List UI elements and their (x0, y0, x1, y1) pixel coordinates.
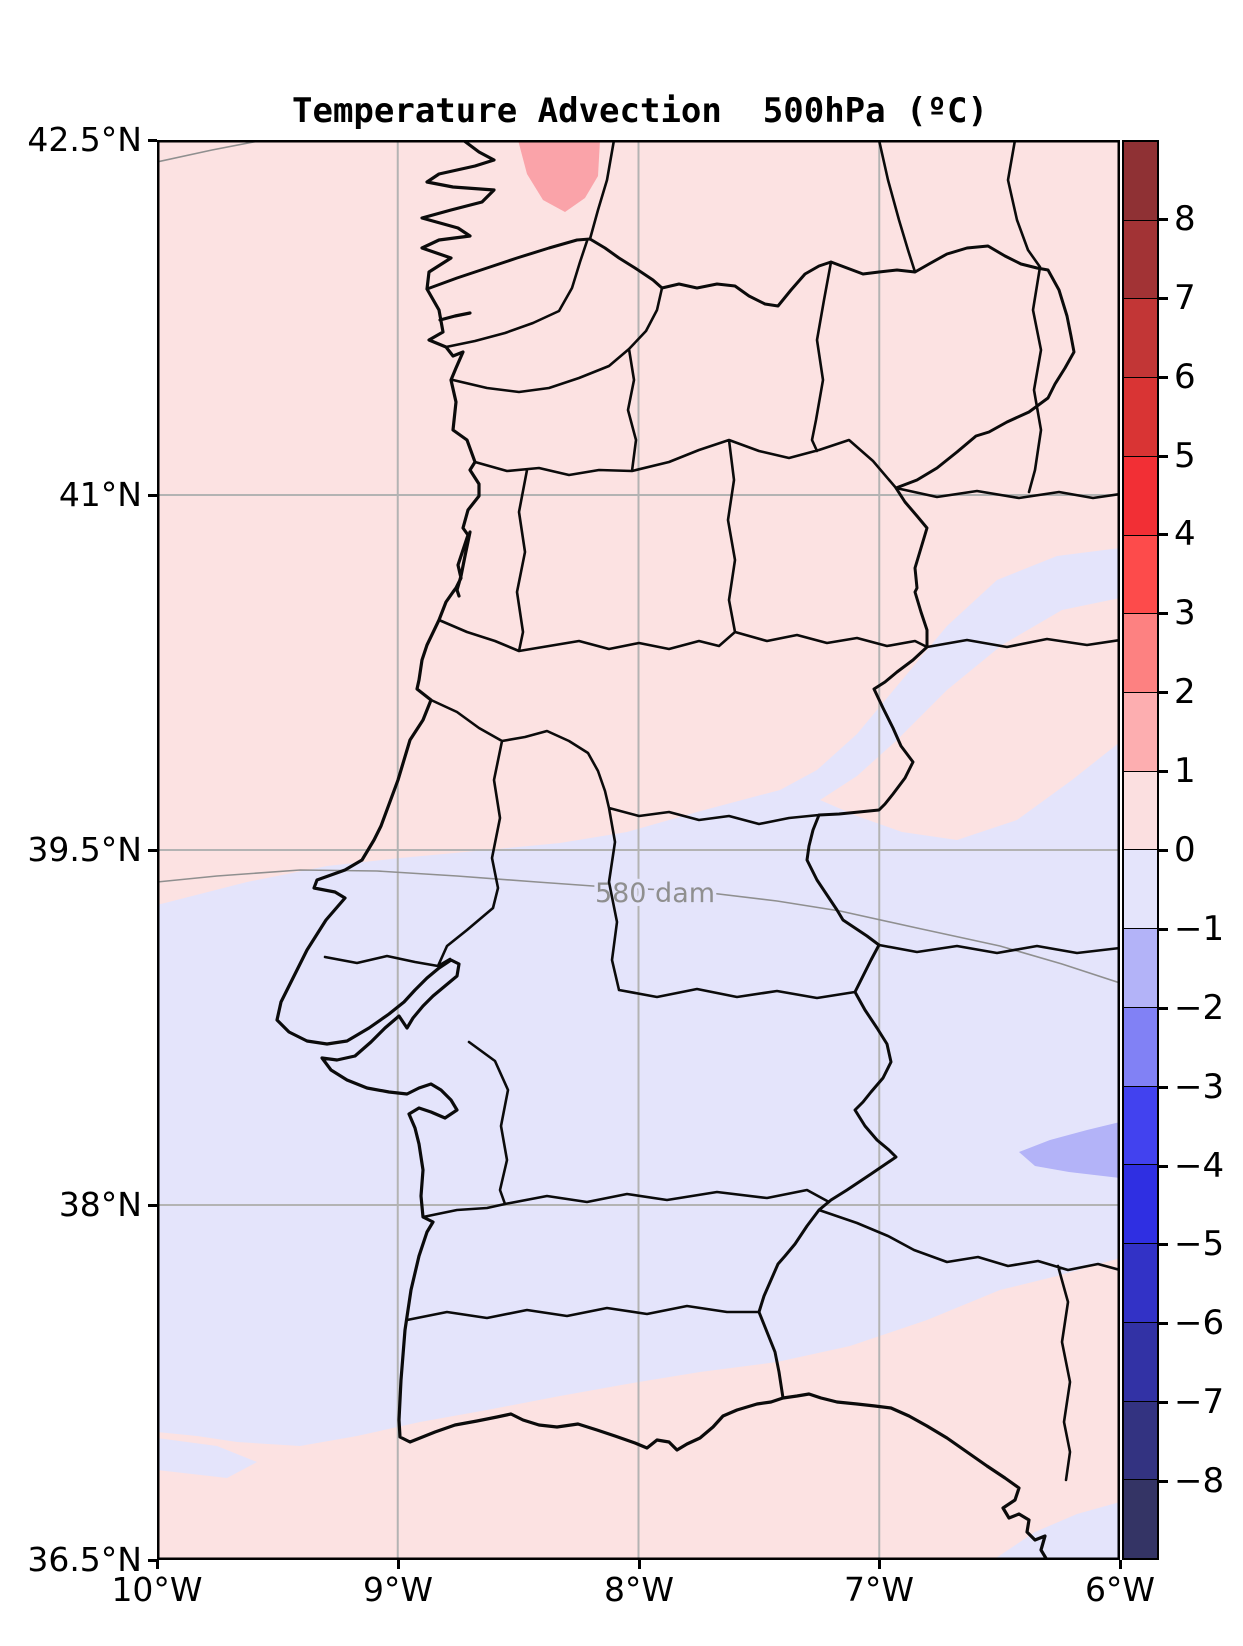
contour-580dam-label: 580 dam (595, 878, 715, 909)
colorbar-tick (1159, 1322, 1168, 1325)
colorbar-segment (1124, 219, 1157, 299)
colorbar-segment (1124, 1085, 1157, 1165)
colorbar-tick-label: 6 (1174, 357, 1196, 397)
colorbar-tick-label: 4 (1174, 514, 1196, 554)
colorbar-segment (1124, 377, 1157, 456)
y-axis-label: 39.5°N (27, 830, 142, 869)
y-axis-label: 42.5°N (27, 120, 142, 159)
colorbar-tick-label: 2 (1174, 672, 1196, 712)
colorbar-tick (1159, 691, 1168, 694)
colorbar-tick (1159, 849, 1168, 852)
colorbar-tick-label: 0 (1174, 830, 1196, 870)
colorbar-tick-label: −8 (1174, 1461, 1225, 1501)
x-axis-tick (397, 1560, 400, 1569)
colorbar-tick (1159, 1007, 1168, 1010)
colorbar-tick-label: −6 (1174, 1303, 1225, 1343)
colorbar-segment (1124, 1164, 1157, 1244)
y-axis-tick (148, 849, 157, 852)
title-line-1: Temperature Advection 500hPa (ºC) (292, 91, 988, 131)
colorbar-tick-label: 8 (1174, 199, 1196, 239)
advection-fill-1-2-patch (518, 140, 600, 212)
country-border (425, 237, 1076, 1400)
map-canvas: 580 dam (157, 140, 1120, 1560)
y-axis-label: 41°N (58, 475, 142, 514)
colorbar-tick (1159, 928, 1168, 931)
advection-fill-neg2-neg1-patch (1019, 1122, 1120, 1178)
x-axis-tick (156, 1560, 159, 1569)
colorbar-tick (1159, 1480, 1168, 1483)
colorbar-segment (1124, 928, 1157, 1007)
x-axis-tick (638, 1560, 641, 1569)
colorbar (1122, 140, 1159, 1560)
colorbar-segment (1124, 298, 1157, 378)
colorbar-tick (1159, 533, 1168, 536)
colorbar-segment (1124, 613, 1157, 693)
x-axis-label: 8°W (603, 1570, 675, 1609)
colorbar-segment (1124, 142, 1157, 220)
colorbar-tick-label: 3 (1174, 593, 1196, 633)
advection-fill-neg1-0-bottom-right (993, 1502, 1120, 1560)
colorbar-segment (1124, 534, 1157, 614)
colorbar-segment (1124, 692, 1157, 771)
colorbar-tick-label: 7 (1174, 278, 1196, 318)
x-axis-tick (878, 1560, 881, 1569)
geopotential-contours (157, 140, 1120, 984)
colorbar-tick (1159, 1243, 1168, 1246)
x-axis-label: 6°W (1084, 1570, 1156, 1609)
x-axis-tick (1119, 1560, 1122, 1569)
colorbar-tick (1159, 218, 1168, 221)
advection-fill-neg1-0-bottom-left (157, 1438, 257, 1478)
map-area: 580 dam (157, 140, 1120, 1560)
y-axis-tick (148, 1559, 157, 1562)
colorbar-tick-label: −1 (1174, 909, 1225, 949)
colorbar-tick-label: −7 (1174, 1382, 1225, 1422)
colorbar-segment (1124, 1479, 1157, 1558)
x-axis-label: 9°W (362, 1570, 434, 1609)
colorbar-tick-label: 5 (1174, 436, 1196, 476)
colorbar-tick (1159, 1401, 1168, 1404)
y-axis-tick (148, 1204, 157, 1207)
colorbar-segment (1124, 1243, 1157, 1322)
colorbar-tick-label: −2 (1174, 988, 1225, 1028)
graticule-gridlines (157, 140, 1120, 1560)
colorbar-segment (1124, 1321, 1157, 1401)
coastline (275, 140, 1049, 1560)
y-axis-label: 38°N (58, 1185, 142, 1224)
y-axis-label: 36.5°N (27, 1540, 142, 1579)
colorbar-segment (1124, 1400, 1157, 1480)
colorbar-segment (1124, 849, 1157, 929)
x-axis-label: 7°W (843, 1570, 915, 1609)
contour-580dam (157, 869, 1120, 984)
y-axis-tick (148, 494, 157, 497)
colorbar-tick-label: −4 (1174, 1146, 1225, 1186)
colorbar-segment (1124, 1006, 1157, 1086)
colorbar-tick (1159, 770, 1168, 773)
district-boundaries (323, 140, 1120, 1482)
colorbar-tick (1159, 297, 1168, 300)
x-axis-label: 10°W (111, 1570, 203, 1609)
colorbar-segment (1124, 770, 1157, 850)
contour-top-left (157, 140, 265, 163)
map-frame (157, 140, 1120, 1560)
colorbar-tick-label: −3 (1174, 1067, 1225, 1107)
colorbar-tick (1159, 612, 1168, 615)
colorbar-tick (1159, 455, 1168, 458)
colorbar-tick-label: 1 (1174, 751, 1196, 791)
colorbar-tick-label: −5 (1174, 1224, 1225, 1264)
colorbar-tick (1159, 1165, 1168, 1168)
colorbar-tick (1159, 376, 1168, 379)
colorbar-segment (1124, 455, 1157, 535)
y-axis-tick (148, 139, 157, 142)
colorbar-tick (1159, 1086, 1168, 1089)
